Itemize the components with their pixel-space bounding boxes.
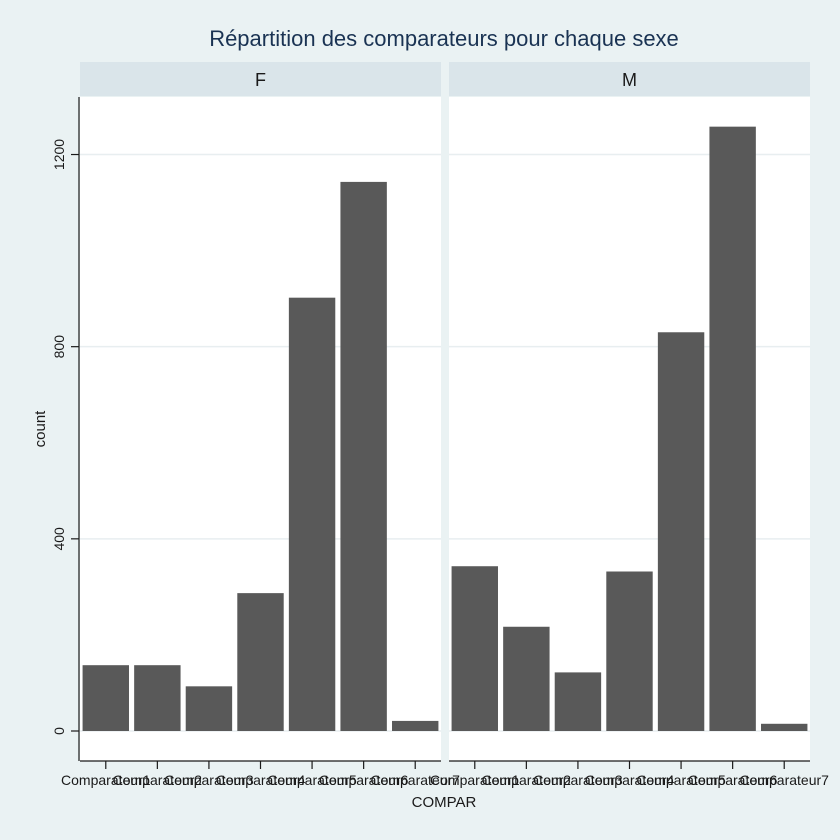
bar-f-comparateur1	[82, 665, 129, 731]
y-tick-label: 1200	[51, 139, 67, 170]
facet-strip-label: F	[255, 70, 266, 90]
bar-m-comparateur5	[657, 332, 705, 731]
bar-m-comparateur7	[761, 723, 808, 731]
facet-panel-m: MComparateur1Comparateur2Comparateur3Com…	[430, 62, 829, 788]
x-tick-label: Comparateur3	[533, 772, 623, 788]
x-tick-label: Comparateur7	[739, 772, 829, 788]
x-tick-label: Comparateur3	[164, 772, 254, 788]
x-tick-label: Comparateur1	[430, 772, 520, 788]
x-axis-title: COMPAR	[412, 794, 477, 811]
y-axis: 0 400 800 1200	[51, 97, 80, 761]
x-tick-label: Comparateur6	[688, 772, 778, 788]
bar-f-comparateur3	[185, 686, 233, 731]
y-tick-label: 400	[51, 527, 67, 551]
bar-m-comparateur4	[606, 571, 653, 731]
x-tick-label: Comparateur2	[482, 772, 572, 788]
x-tick-label: Comparateur1	[61, 772, 151, 788]
bar-f-comparateur4	[237, 593, 284, 731]
x-tick-label: Comparateur4	[216, 772, 306, 788]
x-tick-label: Comparateur5	[267, 772, 357, 788]
bar-f-comparateur2	[134, 665, 181, 731]
y-tick-label: 800	[51, 335, 67, 359]
x-tick-label: Comparateur5	[636, 772, 726, 788]
bar-f-comparateur5	[288, 297, 336, 731]
facet-panels: FComparateur1Comparateur2Comparateur3Com…	[61, 62, 829, 788]
facet-strip	[80, 62, 441, 96]
bar-m-comparateur1	[451, 566, 498, 731]
bar-m-comparateur3	[554, 672, 602, 731]
bar-m-comparateur6	[709, 126, 756, 731]
chart-title: Répartition des comparateurs pour chaque…	[209, 26, 679, 51]
y-tick-label: 0	[51, 727, 67, 735]
facet-strip	[449, 62, 810, 96]
x-tick-label: Comparateur2	[113, 772, 203, 788]
bar-m-comparateur2	[503, 626, 550, 731]
x-tick-label: Comparateur7	[370, 772, 460, 788]
x-tick-label: Comparateur4	[585, 772, 675, 788]
facet-strip-label: M	[622, 70, 637, 90]
bar-f-comparateur6	[340, 181, 387, 731]
x-tick-label: Comparateur6	[319, 772, 409, 788]
facet-panel-f: FComparateur1Comparateur2Comparateur3Com…	[61, 62, 460, 788]
bar-f-comparateur7	[392, 720, 439, 731]
y-axis-title: count	[32, 410, 49, 448]
